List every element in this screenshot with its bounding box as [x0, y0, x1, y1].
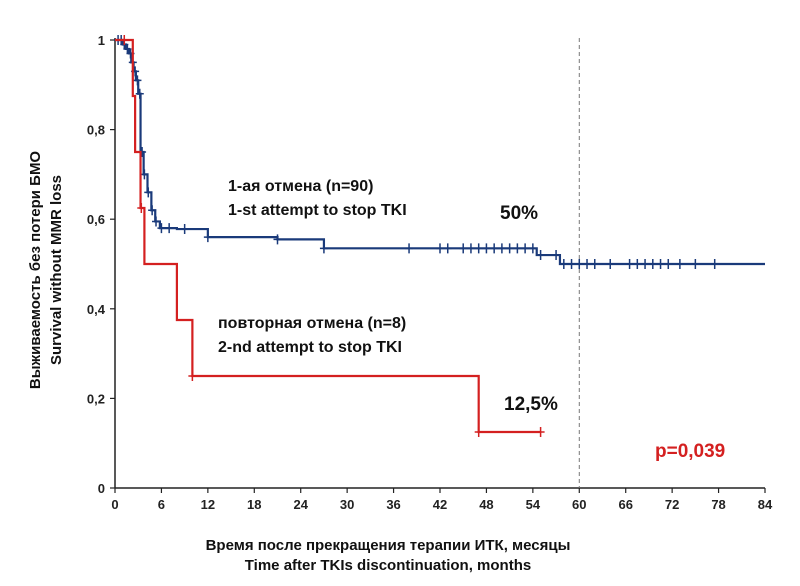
- p-value: p=0,039: [655, 441, 725, 462]
- series-1-censor-mark: [513, 243, 522, 254]
- series-1-censor-mark: [157, 223, 166, 234]
- x-tick-label: 78: [711, 497, 725, 512]
- series-2-censor-mark: [188, 371, 197, 381]
- y-axis-title-en: Survival without MMR loss: [48, 175, 65, 365]
- series-2-censor-mark: [137, 203, 146, 213]
- series-1-censor-mark: [135, 88, 144, 99]
- x-tick-label: 0: [111, 497, 118, 512]
- series-1-censor-mark: [710, 259, 719, 269]
- series-1-censor-mark: [490, 243, 499, 254]
- series-1-censor-mark: [482, 243, 491, 254]
- x-tick-label: 6: [158, 497, 165, 512]
- series-layer: [114, 35, 765, 437]
- series-1-censor-mark: [466, 243, 475, 254]
- series-1-censor-mark: [148, 205, 157, 216]
- series-1-censor-mark: [165, 223, 174, 234]
- series-1-censor-mark: [648, 259, 657, 269]
- x-tick-label: 72: [665, 497, 679, 512]
- x-tick-label: 18: [247, 497, 261, 512]
- y-tick-label: 0,4: [87, 302, 106, 317]
- series-1-censor-mark: [144, 187, 153, 198]
- y-tick-label: 0: [98, 481, 105, 496]
- series-1-censor-mark: [521, 243, 530, 254]
- series-1-censor-mark: [140, 169, 149, 180]
- series-1-censor-mark: [459, 243, 468, 254]
- series-1-censor-mark: [505, 243, 514, 254]
- x-tick-label: 54: [526, 497, 541, 512]
- x-tick-label: 30: [340, 497, 354, 512]
- series-1-censor-mark: [633, 259, 642, 269]
- series-1-censor-mark: [590, 259, 599, 269]
- y-tick-label: 1: [98, 33, 105, 48]
- y-axis-title-ru: Выживаемость без потери БМО: [27, 151, 44, 390]
- group1-label-en: 1-st attempt to stop TKI: [228, 202, 407, 219]
- series-1-censor-mark: [405, 243, 414, 254]
- series-1-curve: [115, 38, 765, 266]
- y-tick-label: 0,8: [87, 123, 105, 138]
- x-axis-title-ru: Время после прекращения терапии ИТК, мес…: [206, 537, 571, 554]
- series-1-censor-mark: [567, 259, 576, 269]
- x-axis-title-en: Time after TKIs discontinuation, months: [245, 557, 531, 574]
- series-2-curve: [115, 38, 541, 434]
- group2-value: 12,5%: [504, 394, 558, 415]
- series-1-censor-mark: [319, 243, 328, 254]
- series-1-censor-mark: [536, 250, 545, 261]
- group2-label-en: 2-nd attempt to stop TKI: [218, 339, 402, 356]
- series-1-censor-mark: [641, 259, 650, 269]
- series-1-censor-mark: [152, 216, 161, 227]
- series-2-censor-mark: [536, 427, 545, 437]
- series-1-censor-mark: [133, 75, 142, 86]
- series-1-censor-mark: [606, 259, 615, 269]
- y-tick-label: 0,6: [87, 212, 105, 227]
- x-tick-label: 66: [618, 497, 632, 512]
- series-1-censor-mark: [625, 259, 634, 269]
- series-2-censor-mark: [120, 35, 129, 45]
- series-1-censor-mark: [443, 243, 452, 254]
- series-1-censor-mark: [656, 259, 665, 269]
- x-tick-label: 60: [572, 497, 586, 512]
- series-1-censor-mark: [528, 243, 537, 254]
- series-1-censor-mark: [180, 224, 189, 235]
- group2-label-ru: повторная отмена (n=8): [218, 315, 406, 332]
- series-2: [115, 35, 545, 437]
- series-1-censor-mark: [497, 243, 506, 254]
- series-1-censor-mark: [474, 243, 483, 254]
- series-1-censor-mark: [583, 259, 592, 269]
- x-tick-label: 12: [201, 497, 215, 512]
- series-2-censor-mark: [474, 427, 483, 437]
- x-tick-label: 24: [293, 497, 308, 512]
- series-1-censor-mark: [552, 250, 561, 261]
- series-1-censor-mark: [575, 259, 584, 269]
- y-tick-label: 0,2: [87, 391, 105, 406]
- group1-value: 50%: [500, 203, 538, 224]
- x-tick-label: 36: [386, 497, 400, 512]
- group1-label-ru: 1-ая отмена (n=90): [228, 178, 373, 195]
- series-1-censor-mark: [691, 259, 700, 269]
- x-tick-label: 48: [479, 497, 493, 512]
- x-ticks: 0 6 12 18 24 30 36 42 48 54 60 66 72 78 84: [111, 488, 773, 512]
- series-1-censor-mark: [559, 259, 568, 269]
- series-1: [114, 35, 765, 269]
- series-1-censor-mark: [675, 259, 684, 269]
- x-tick-label: 42: [433, 497, 447, 512]
- x-tick-label: 84: [758, 497, 773, 512]
- series-1-censor-mark: [273, 234, 282, 245]
- series-1-censor-mark: [203, 232, 212, 243]
- series-1-censor-mark: [436, 243, 444, 254]
- series-1-censor-mark: [664, 259, 673, 269]
- y-ticks: 0 0,2 0,4 0,6 0,8 1: [87, 33, 115, 496]
